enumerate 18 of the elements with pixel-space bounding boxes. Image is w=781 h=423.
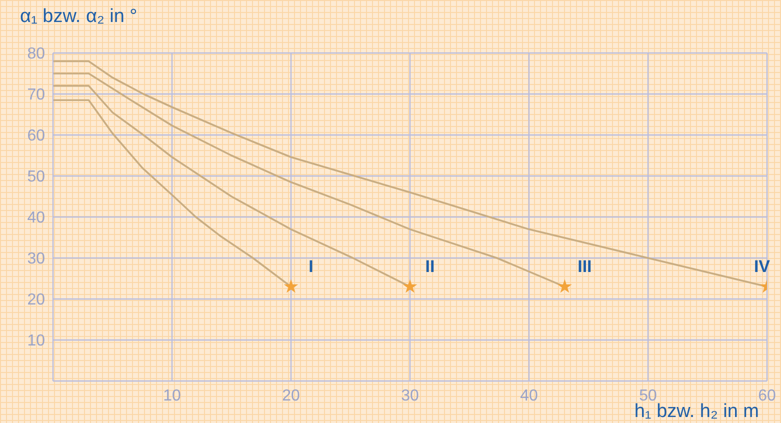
y-tick-label: 40 (27, 210, 46, 227)
y-tick-label: 10 (27, 332, 46, 350)
y-tick-label: 20 (27, 292, 46, 309)
x-tick-label: 40 (520, 387, 538, 404)
x-tick-label: 20 (282, 387, 300, 404)
x-tick-label: 10 (163, 387, 181, 404)
y-tick-label: 30 (27, 250, 46, 268)
y-tick-label: 60 (27, 128, 46, 145)
x-tick-label: 30 (401, 387, 419, 404)
series-label: I (308, 257, 314, 276)
y-axis-title: α₁ bzw. α₂ in ° (20, 6, 138, 28)
series-label: III (578, 257, 592, 276)
x-tick-label: 60 (758, 387, 776, 404)
y-tick-label: 70 (27, 86, 46, 104)
y-tick-label: 50 (27, 168, 46, 186)
y-tick-label: 80 (27, 46, 46, 63)
series-label: IV (754, 257, 771, 276)
series-label: II (425, 257, 435, 276)
